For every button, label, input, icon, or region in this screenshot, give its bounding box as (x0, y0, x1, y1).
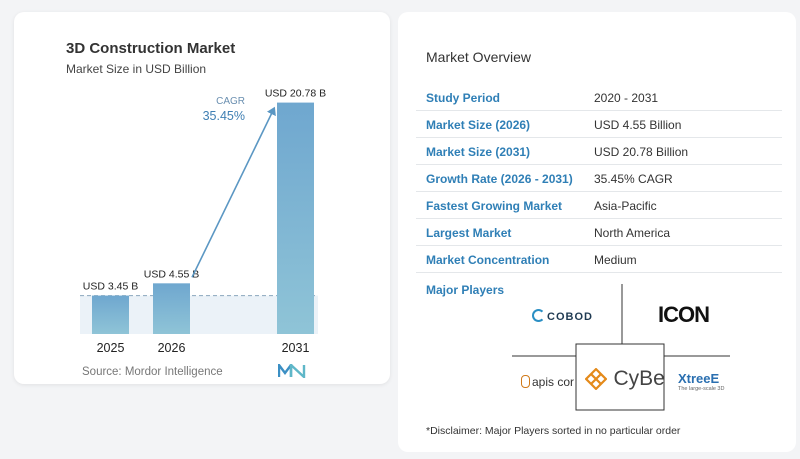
players-grid (512, 284, 730, 411)
overview-value: 35.45% CAGR (594, 172, 673, 186)
overview-value: Medium (594, 253, 637, 267)
cagr-value: 35.45% (203, 109, 245, 123)
x-tick-label: 2025 (97, 341, 125, 355)
overview-row (416, 192, 782, 219)
major-players-title: Major Players (426, 283, 505, 297)
chart-source: Source: Mordor Intelligence (82, 366, 223, 378)
overview-row (416, 84, 782, 111)
overview-label: Market Size (2026) (426, 118, 531, 132)
bar (92, 295, 129, 334)
overview-label: Study Period (426, 91, 501, 105)
overview-value: USD 4.55 Billion (594, 118, 682, 132)
mordor-logo-icon (278, 364, 306, 378)
cobod-icon (532, 309, 545, 322)
bar-data-label: USD 3.45 B (83, 281, 138, 293)
overview-label: Growth Rate (2026 - 2031) (426, 172, 573, 186)
icon-company-logo: ICON (658, 302, 710, 327)
overview-row (416, 165, 782, 192)
overview-value: Asia-Pacific (594, 199, 657, 213)
overview-row (416, 219, 782, 246)
overview-label: Market Size (2031) (426, 145, 531, 159)
cobod-logo: COBOD (532, 309, 593, 323)
chart-subtitle: Market Size in USD Billion (66, 62, 207, 76)
apis-cor-icon (521, 375, 530, 388)
overview-label: Fastest Growing Market (426, 199, 563, 213)
cybe-icon (584, 367, 608, 391)
apis-cor-logo: apis cor (521, 375, 574, 389)
disclaimer: *Disclaimer: Major Players sorted in no … (426, 425, 681, 437)
overview-value: USD 20.78 Billion (594, 145, 689, 159)
bar-data-label: USD 4.55 B (144, 268, 199, 280)
overview-row (416, 111, 782, 138)
overview-value: North America (594, 226, 671, 240)
market-size-chart: USD 3.45 B 2025 USD 4.55 B 2026 USD 20.78 B 2… (80, 88, 326, 355)
bar-data-label: USD 20.78 B (265, 88, 326, 100)
cagr-label: CAGR (216, 96, 245, 107)
xtreee-logo: XtreeE (678, 371, 720, 386)
x-tick-label: 2031 (282, 341, 310, 355)
overview-label: Largest Market (426, 226, 512, 240)
xtreee-tagline: The large-scale 3D (678, 386, 725, 392)
x-tick-label: 2026 (158, 341, 186, 355)
chart-title: 3D Construction Market (66, 40, 236, 57)
cagr-arrow (191, 106, 276, 278)
bar (277, 102, 314, 334)
overview-value: 2020 - 2031 (594, 91, 659, 105)
overview-title: Market Overview (426, 49, 532, 65)
cybe-logo: CyBe (584, 367, 665, 391)
overview-label: Market Concentration (426, 253, 550, 267)
overview-row (416, 246, 782, 273)
overview-row (416, 138, 782, 165)
bar (153, 283, 190, 334)
